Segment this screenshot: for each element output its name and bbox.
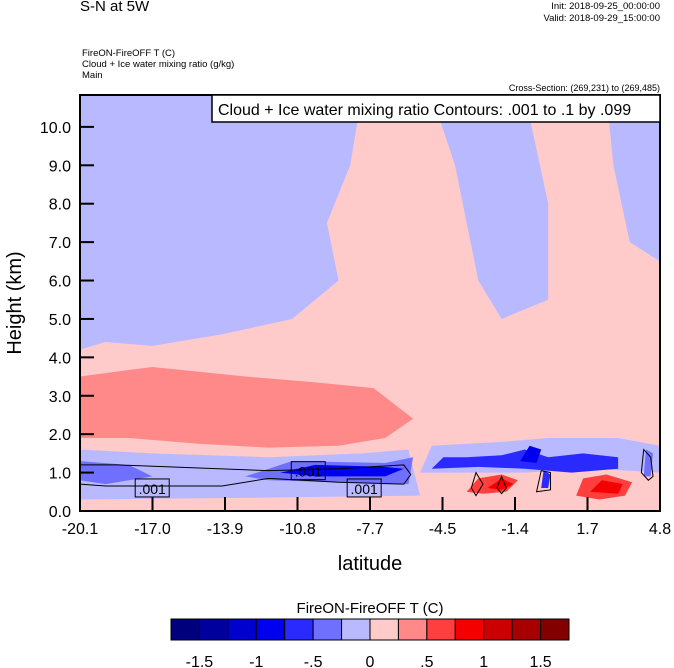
colorbar-swatch	[454, 618, 485, 641]
colorbar-tick-label: .5	[420, 654, 433, 668]
field-region	[606, 95, 660, 262]
contour-line	[80, 464, 412, 487]
y-tick-label: 5.0	[49, 312, 71, 329]
y-tick-label: 8.0	[49, 197, 71, 214]
contour-label: .001	[351, 481, 378, 497]
contour-label: .001	[295, 464, 322, 480]
y-tick-label: 3.0	[49, 389, 71, 406]
field-descriptions: FireON-FireOFF T (C) Cloud + Ice water m…	[82, 48, 234, 81]
colorbar-tick-label: 1	[479, 654, 488, 668]
field-region	[487, 478, 514, 490]
contour-label: .001	[139, 481, 166, 497]
colorbar-swatch	[511, 618, 542, 641]
x-tick-label: -4.5	[429, 521, 457, 538]
field-region	[280, 464, 404, 477]
x-tick-label: 1.7	[576, 521, 598, 538]
field-region	[80, 461, 153, 485]
x-tick-label: -1.4	[501, 521, 529, 538]
contour-line	[496, 475, 507, 495]
colorbar-tick-label: -1.5	[186, 654, 214, 668]
colorbar-tick-label: -.5	[304, 654, 323, 668]
field-region	[431, 95, 549, 319]
y-tick-label: 10.0	[40, 120, 71, 137]
contour-info-box: Cloud + Ice water mixing ratio Contours:…	[211, 94, 661, 123]
cross-section-label: Cross-Section: (269,231) to (269,485)	[508, 83, 660, 93]
x-axis-label: latitude	[338, 553, 403, 575]
colorbar-swatch	[170, 618, 200, 641]
field-region	[590, 480, 623, 494]
colorbar: -1.5 -1 -.5 0 .5 1 1.5	[170, 618, 570, 668]
valid-time: Valid: 2018-09-29_15:00:00	[543, 13, 660, 24]
contour-info-text: Cloud + Ice water mixing ratio Contours:…	[218, 102, 631, 119]
colorbar-swatch	[198, 618, 229, 641]
colorbar-swatch	[227, 618, 257, 641]
contour-line	[470, 471, 484, 497]
init-time: Init: 2018-09-25_00:00:00	[551, 1, 660, 12]
y-tick-label: 2.0	[49, 427, 71, 444]
contour-line	[535, 470, 552, 493]
x-tick-label: -20.1	[62, 521, 99, 538]
y-tick-label: 4.0	[49, 350, 71, 367]
x-tick-label: -7.7	[356, 521, 384, 538]
y-tick-label: 1.0	[49, 466, 71, 483]
y-tick-label: 9.0	[49, 158, 71, 175]
x-tick-label: -10.8	[279, 521, 316, 538]
colorbar-swatch	[369, 618, 399, 641]
contour-label-box	[290, 461, 326, 481]
contour-line	[640, 448, 654, 481]
domain-label: Main	[82, 70, 103, 81]
x-tick-label: -13.9	[207, 521, 244, 538]
field-region	[643, 449, 654, 477]
y-axis-label: Height (km)	[4, 251, 26, 354]
colorbar-swatch	[284, 618, 314, 641]
field-region	[541, 470, 551, 488]
colorbar-tick-label: 0	[366, 654, 375, 668]
colorbar-swatch	[255, 618, 286, 641]
colorbar-swatch	[483, 618, 513, 641]
colorbar-swatch	[341, 618, 371, 641]
x-tick-label: 4.8	[649, 521, 671, 538]
plot-main-title: S-N at 5W	[80, 0, 150, 15]
field-1-label: FireON-FireOFF T (C)	[82, 48, 176, 59]
y-tick-label: 6.0	[49, 274, 71, 291]
colorbar-swatch	[426, 618, 456, 641]
cloud-contours: .001 .001 .001	[80, 448, 654, 498]
colorbar-swatch	[397, 618, 428, 641]
field-2-label: Cloud + Ice water mixing ratio (g/kg)	[82, 59, 235, 70]
field-region	[80, 95, 362, 350]
colorbar-swatch	[312, 618, 343, 641]
colorbar-title: FireON-FireOFF T (C)	[297, 600, 444, 617]
temperature-field	[80, 95, 660, 500]
field-region	[80, 366, 414, 448]
init-valid-times: Init: 2018-09-25_00:00:00 Valid: 2018-09…	[543, 1, 660, 25]
field-region	[520, 445, 542, 463]
x-tick-label: -17.0	[134, 521, 171, 538]
y-tick-label: 0.0	[49, 504, 71, 521]
contour-label-box	[134, 478, 170, 498]
colorbar-tick-label: -1	[249, 654, 263, 668]
colorbar-swatch	[540, 618, 570, 641]
contour-label-box	[346, 478, 382, 498]
colorbar-tick-label: 1.5	[529, 654, 551, 668]
y-tick-label: 7.0	[49, 235, 71, 252]
